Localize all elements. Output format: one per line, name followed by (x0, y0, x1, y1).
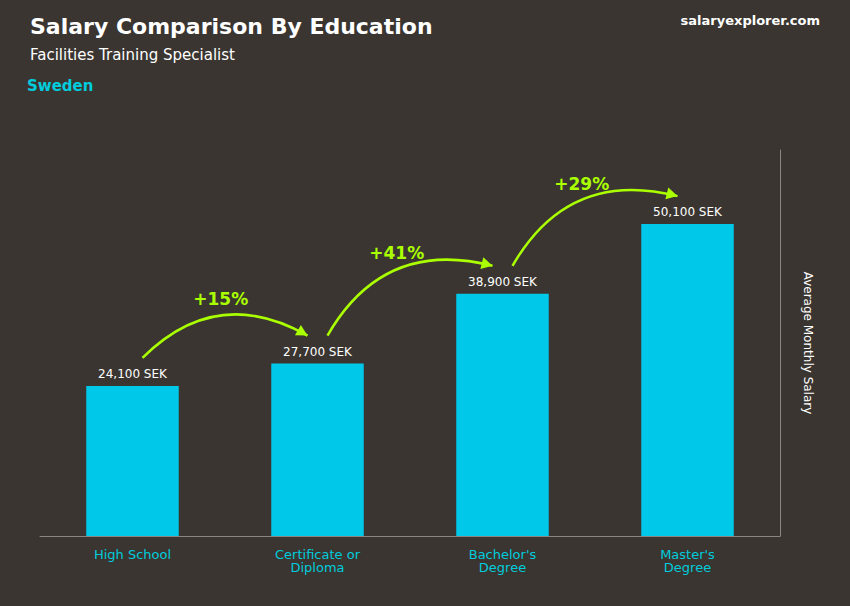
svg-text:Degree: Degree (479, 560, 526, 575)
svg-text:+29%: +29% (554, 174, 609, 194)
svg-text:Sweden: Sweden (27, 77, 93, 95)
svg-text:Facilities Training Specialist: Facilities Training Specialist (30, 46, 235, 64)
svg-text:24,100 SEK: 24,100 SEK (98, 367, 168, 381)
svg-text:High School: High School (94, 547, 171, 562)
svg-text:Average Monthly Salary: Average Monthly Salary (801, 272, 815, 415)
svg-text:27,700 SEK: 27,700 SEK (283, 345, 353, 359)
svg-text:Degree: Degree (664, 560, 711, 575)
svg-text:+41%: +41% (369, 243, 424, 263)
svg-text:Salary Comparison By Education: Salary Comparison By Education (30, 14, 433, 39)
svg-text:+15%: +15% (193, 289, 248, 309)
svg-text:38,900 SEK: 38,900 SEK (468, 275, 538, 289)
svg-text:salaryexplorer.com: salaryexplorer.com (681, 13, 820, 28)
svg-text:Diploma: Diploma (290, 560, 344, 575)
svg-text:Master's: Master's (660, 547, 715, 562)
svg-text:Certificate or: Certificate or (275, 547, 360, 562)
svg-text:Bachelor's: Bachelor's (468, 547, 537, 562)
svg-text:50,100 SEK: 50,100 SEK (653, 205, 723, 219)
